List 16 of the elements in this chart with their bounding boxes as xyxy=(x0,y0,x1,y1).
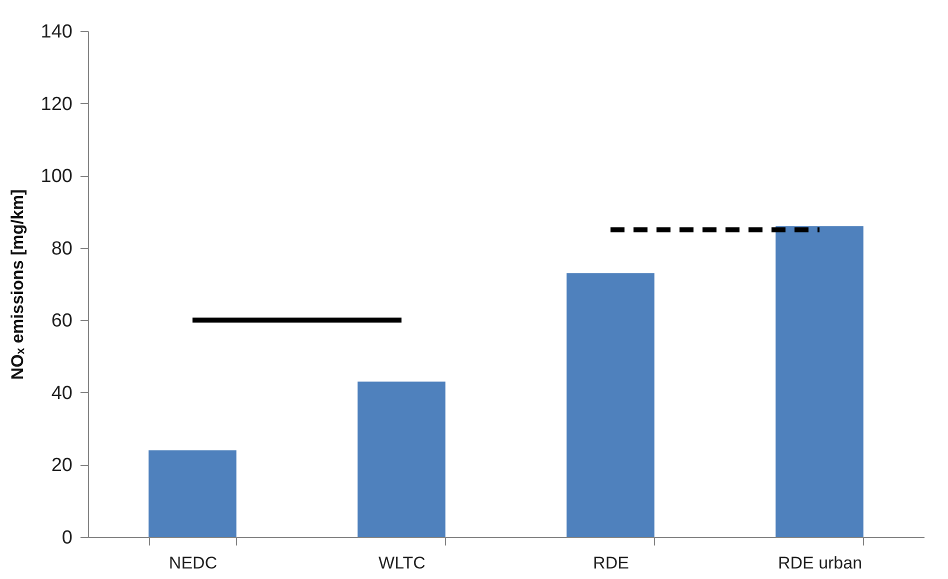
x-tick-label: NEDC xyxy=(168,554,218,572)
y-axis-title: NOₓ emissions [mg/km] xyxy=(8,189,27,380)
y-tick-label: 40 xyxy=(51,382,72,404)
y-tick-label: 140 xyxy=(40,22,72,42)
y-tick-label: 60 xyxy=(51,310,72,332)
y-tick-label: 120 xyxy=(40,94,72,115)
y-tick-label: 80 xyxy=(51,238,72,260)
x-tick-label: WLTC xyxy=(378,554,426,572)
x-tick-label: RDE xyxy=(593,554,629,572)
y-tick-label: 100 xyxy=(40,166,72,188)
bar xyxy=(148,450,236,537)
bar xyxy=(566,273,654,537)
x-tick-label: RDE urban xyxy=(778,554,862,572)
bar xyxy=(358,382,446,537)
y-tick-label: 20 xyxy=(51,455,72,476)
y-tick-label: 0 xyxy=(62,528,72,548)
